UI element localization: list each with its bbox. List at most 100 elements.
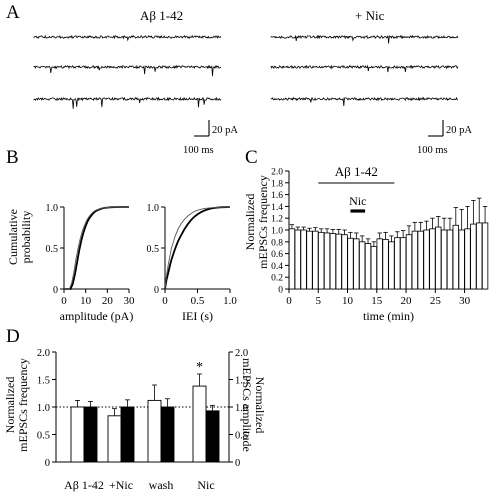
scale-current-left: 20 pA	[212, 125, 238, 136]
frequency-bar	[405, 234, 413, 290]
frequency-bar	[382, 239, 389, 290]
amplitude-bar	[205, 410, 220, 463]
x-tick-label: 30	[124, 295, 136, 307]
frequency-bar	[312, 230, 319, 290]
y-tick-label: 0.8	[271, 238, 283, 248]
abeta-label: Aβ 1-42	[140, 8, 183, 23]
frequency-bar	[464, 228, 471, 290]
y-tick-label: 1.8	[271, 179, 283, 189]
y-tick-label: 0	[154, 285, 159, 296]
y-tick-label: 1.0	[271, 227, 283, 237]
x-tick-label: 5	[316, 295, 322, 307]
cdf-series-1	[164, 206, 231, 290]
panel-a-letter: A	[6, 2, 20, 23]
frequency-bar	[358, 241, 366, 290]
b-iei-plot: 0 0.5 1.0 0 0.5 1.0 IEI (s)	[147, 203, 238, 323]
panel-c-letter: C	[245, 147, 258, 168]
x-tick-label: 0.5	[191, 295, 205, 307]
current-traces	[33, 34, 459, 109]
y-tick-label-left: 0.5	[37, 431, 50, 442]
nic-label: + Nic	[355, 8, 385, 23]
frequency-bar	[192, 385, 207, 463]
panel-d-letter: D	[6, 326, 20, 347]
scale-current-right: 20 pA	[446, 125, 472, 136]
y-tick-label-right: 2.0	[235, 348, 248, 359]
cdf-series-2	[64, 206, 130, 290]
x-tick-label: 0	[286, 295, 292, 307]
scale-bar-left: 20 pA 100 ms	[183, 120, 238, 156]
frequency-bar	[70, 406, 85, 463]
trace-abeta-3	[33, 96, 222, 109]
y-tick-label-left: 0	[45, 458, 50, 469]
scale-bar-right: 20 pA 100 ms	[417, 120, 472, 156]
y-tick-label-right: 1.5	[235, 376, 248, 387]
y-tick-label: 1.0	[147, 203, 160, 214]
category-label: Nic	[197, 478, 214, 492]
y-tick-label: 0.4	[271, 262, 283, 272]
category-label: wash	[149, 478, 174, 492]
y-tick-label-left: 2.0	[37, 348, 50, 359]
frequency-bar	[470, 223, 477, 290]
panel-c: C Normalized mEPSCs frequency 0 0.2 0.4 0.6…	[243, 147, 489, 323]
nic-period-label: Nic	[349, 194, 366, 208]
frequency-bar	[364, 243, 372, 290]
frequency-bar	[370, 246, 378, 290]
c-frequency-plot: 0 0.2 0.4 0.6 0.81.0 1.2 1.4 1.6 1.82.0 0 5 10 15 20 2…	[271, 164, 489, 323]
frequency-bar	[435, 226, 442, 290]
frequency-bar	[347, 237, 354, 290]
frequency-bar	[376, 238, 383, 290]
y-tick-label: 1.2	[271, 215, 283, 225]
panel-d: D Normalized mEPSCs frequency Normalized…	[3, 326, 267, 492]
frequency-bar	[458, 229, 465, 290]
x-tick-label: 20	[102, 295, 114, 307]
x-tick-label: 20	[401, 295, 413, 307]
y-tick-label-right: 0.5	[235, 431, 248, 442]
x-tick-label: 10	[342, 295, 354, 307]
b-ylabel-line2: probability	[19, 211, 33, 264]
x-tick-label: 1.0	[223, 295, 237, 307]
c-ylabel-line2: mEPSCs frequency	[256, 175, 270, 269]
significance-marker: *	[196, 360, 203, 375]
y-tick-label: 0	[278, 286, 283, 296]
d-ylabel-right-line2: mEPSCs amplitude	[240, 358, 254, 452]
y-tick-label: 1.0	[46, 203, 59, 214]
frequency-bar	[335, 233, 342, 290]
x-axis-label: IEI (s)	[182, 309, 213, 323]
y-tick-label: 1.6	[271, 191, 283, 201]
frequency-bar	[423, 229, 430, 290]
frequency-bar	[323, 232, 331, 290]
trace-abeta-2	[33, 64, 222, 77]
frequency-bar	[318, 231, 325, 290]
panel-a: A Aβ 1-42 + Nic 20 pA 100 ms 20 pA 100 m…	[6, 2, 472, 156]
panel-b: B Cumulative probability 0 10 20 30 0 0.5 1.0 a…	[6, 147, 237, 323]
amplitude-bar	[160, 406, 175, 463]
y-tick-label: 0.5	[46, 244, 59, 255]
frequency-bar	[107, 415, 122, 463]
frequency-bar	[440, 229, 448, 290]
frequency-bar	[288, 228, 296, 290]
frequency-bar	[446, 229, 454, 290]
trace-abeta-1	[33, 34, 222, 42]
amplitude-bar	[83, 406, 98, 463]
frequency-bar	[329, 233, 337, 290]
b-amplitude-plot: 0 10 20 30 0 0.5 1.0 amplitude (pA)	[46, 203, 136, 323]
frequency-bar	[481, 222, 489, 290]
y-tick-label-right: 1.0	[235, 403, 248, 414]
d-ylabel-right-line1: Normalized	[253, 377, 267, 434]
frequency-bar	[452, 224, 459, 290]
scale-time-left: 100 ms	[183, 145, 214, 156]
amplitude-bar	[120, 406, 135, 463]
scale-time-right: 100 ms	[417, 145, 448, 156]
x-axis-label: time (min)	[363, 309, 414, 323]
frequency-bar	[147, 399, 162, 463]
frequency-bar	[294, 229, 301, 290]
x-tick-label: 25	[430, 295, 442, 307]
category-label: +Nic	[109, 478, 133, 492]
panel-b-letter: B	[6, 147, 19, 168]
d-ylabel-left-line2: mEPSCs frequency	[16, 358, 30, 452]
y-tick-label: 1.4	[271, 203, 283, 213]
frequency-bar	[399, 237, 407, 290]
c-ylabel-line1: Normalized	[243, 194, 257, 251]
abeta-period-label: Aβ 1-42	[335, 164, 378, 179]
